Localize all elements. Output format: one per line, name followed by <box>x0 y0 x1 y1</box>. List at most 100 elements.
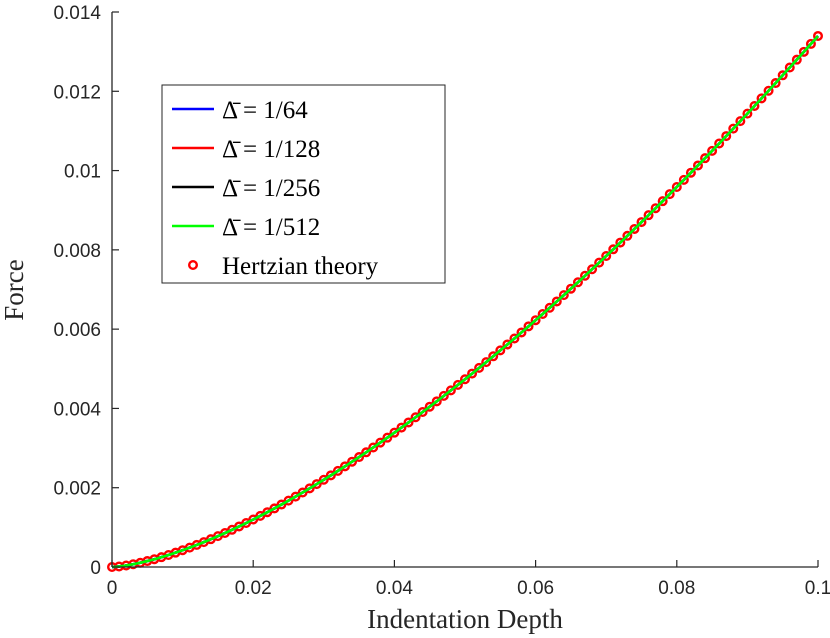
data-point <box>777 70 788 81</box>
data-point <box>692 160 703 171</box>
data-point <box>516 327 527 338</box>
data-point <box>438 390 449 401</box>
series-layer <box>106 30 824 573</box>
data-point <box>572 277 583 288</box>
data-point <box>523 321 534 332</box>
data-point <box>594 257 605 268</box>
data-point <box>707 145 718 156</box>
data-point <box>495 345 506 356</box>
data-point <box>678 174 689 185</box>
data-point <box>354 452 365 463</box>
data-point <box>403 417 414 428</box>
y-tick-label: 0.014 <box>53 3 101 24</box>
data-point <box>339 461 350 472</box>
data-point <box>735 116 746 127</box>
legend-label-1: Δ̄ = 1/128 <box>222 136 320 163</box>
data-point <box>318 474 329 485</box>
data-point <box>580 270 591 281</box>
axes <box>111 12 818 568</box>
data-point <box>368 442 379 453</box>
data-point <box>587 264 598 275</box>
data-point <box>445 385 456 396</box>
data-point <box>396 422 407 433</box>
data-point <box>431 396 442 407</box>
data-point <box>537 309 548 320</box>
y-tick-label: 0.012 <box>53 82 101 103</box>
x-tick-label: 0.04 <box>376 578 413 599</box>
data-point <box>813 30 824 41</box>
data-point <box>474 362 485 373</box>
data-point <box>742 108 753 119</box>
series-line-3 <box>111 35 819 569</box>
legend-swatch-4 <box>187 260 198 271</box>
data-point <box>290 491 301 502</box>
data-point <box>721 131 732 142</box>
legend-label-0: Δ̄ = 1/64 <box>222 97 308 124</box>
legend: Δ̄ = 1/64 Δ̄ = 1/128 Δ̄ = 1/256 Δ̄ = 1/512 H… <box>161 84 446 284</box>
y-tick-label: 0.01 <box>64 162 101 183</box>
data-point <box>311 479 322 490</box>
ticks: 0 0.02 0.04 0.06 0.08 0.1 0 0.002 0.004 0.006 0.00… <box>53 3 830 599</box>
data-point <box>551 296 562 307</box>
legend-label-4: Hertzian theory <box>222 253 379 280</box>
y-tick-label: 0 <box>90 558 101 579</box>
x-tick-label: 0 <box>107 578 118 599</box>
y-axis-title: Force <box>0 259 29 320</box>
data-point <box>784 62 795 73</box>
y-tick-label: 0.004 <box>53 399 101 420</box>
data-point <box>798 46 809 57</box>
data-point <box>615 237 626 248</box>
data-point <box>805 38 816 49</box>
data-point <box>791 54 802 65</box>
data-point <box>608 244 619 255</box>
data-point <box>304 483 315 494</box>
data-point <box>664 189 675 200</box>
data-point <box>283 495 294 506</box>
y-tick-label: 0.008 <box>53 241 101 262</box>
data-point <box>481 357 492 368</box>
data-point <box>410 412 421 423</box>
data-point <box>488 351 499 362</box>
data-point <box>763 85 774 96</box>
data-point <box>770 78 781 89</box>
data-point <box>650 203 661 214</box>
data-point <box>671 182 682 193</box>
data-point <box>452 379 463 390</box>
y-tick-label: 0.002 <box>53 479 101 500</box>
data-point <box>756 93 767 104</box>
data-point <box>714 138 725 149</box>
x-tick-label: 0.1 <box>805 578 830 599</box>
data-point <box>657 196 668 207</box>
data-point <box>389 427 400 438</box>
legend-label-2: Δ̄ = 1/256 <box>222 175 320 202</box>
data-point <box>565 283 576 294</box>
legend-entries: Δ̄ = 1/64 Δ̄ = 1/128 Δ̄ = 1/256 Δ̄ = 1/512 H… <box>172 97 379 280</box>
data-point <box>467 368 478 379</box>
data-point <box>629 223 640 234</box>
data-point <box>636 217 647 228</box>
x-tick-label: 0.06 <box>517 578 554 599</box>
data-point <box>269 503 280 514</box>
data-point <box>601 250 612 261</box>
legend-box <box>161 84 446 284</box>
data-point <box>558 290 569 301</box>
data-point <box>460 374 471 385</box>
data-point <box>375 437 386 448</box>
data-point <box>502 339 513 350</box>
data-point <box>622 230 633 241</box>
data-point <box>728 123 739 134</box>
x-tick-label: 0.08 <box>658 578 695 599</box>
data-point <box>332 465 343 476</box>
data-point <box>749 101 760 112</box>
x-axis-title: Indentation Depth <box>367 604 563 634</box>
x-tick-label: 0.02 <box>235 578 272 599</box>
legend-label-3: Δ̄ = 1/512 <box>222 214 320 241</box>
data-point <box>276 499 287 510</box>
data-point <box>361 447 372 458</box>
data-point <box>297 487 308 498</box>
data-point <box>325 470 336 481</box>
data-point <box>530 315 541 326</box>
data-point <box>700 153 711 164</box>
data-point <box>643 210 654 221</box>
